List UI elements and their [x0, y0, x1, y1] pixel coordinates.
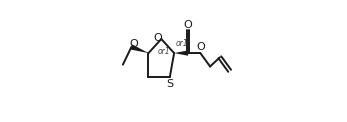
Text: O: O: [129, 39, 138, 49]
Polygon shape: [130, 44, 149, 53]
Text: S: S: [166, 79, 174, 89]
Text: or1: or1: [175, 39, 188, 48]
Polygon shape: [174, 50, 188, 56]
Text: O: O: [153, 33, 162, 43]
Text: O: O: [184, 20, 193, 30]
Text: or1: or1: [157, 47, 170, 56]
Text: O: O: [196, 42, 205, 52]
